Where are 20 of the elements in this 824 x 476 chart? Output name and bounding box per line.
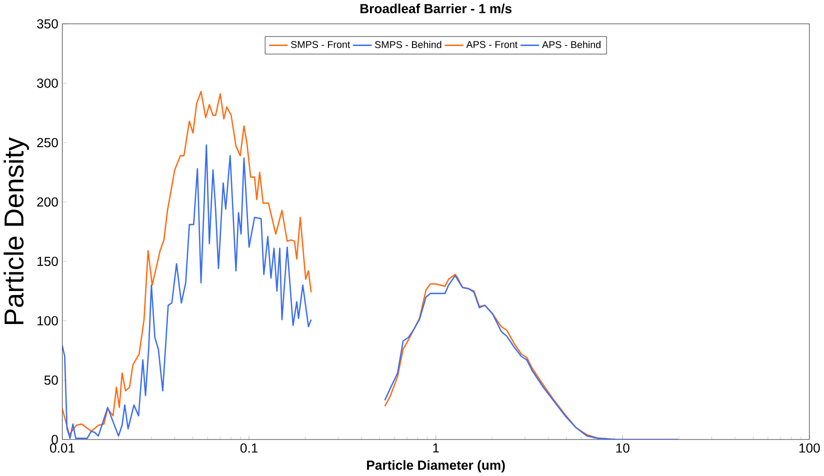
x-axis-title: Particle Diameter (um)	[367, 460, 505, 472]
x-tick-label: 100	[799, 443, 820, 453]
x-tick-label: 0.01	[50, 443, 74, 453]
y-tick-label: 150	[38, 256, 58, 266]
y-tick-label: 50	[44, 375, 58, 385]
legend-label: APS - Behind	[542, 40, 600, 48]
legend-label: APS - Front	[466, 41, 518, 48]
y-tick-label: 300	[37, 78, 58, 88]
legend-label: SMPS - Behind	[374, 40, 442, 48]
y-axis-title: Particle Density	[4, 137, 30, 324]
y-tick-label: 200	[37, 197, 58, 207]
y-tick-label: 350	[37, 19, 58, 28]
x-tick-label: 1	[433, 443, 439, 452]
x-tick-label: 0.1	[240, 443, 258, 453]
y-tick-label: 250	[37, 138, 58, 148]
chart-title: Broadleaf Barrier - 1 m/s	[360, 4, 512, 14]
legend-label: SMPS - Front	[291, 41, 350, 48]
x-tick-label: 10	[616, 443, 630, 453]
y-tick-label: 0	[52, 434, 58, 444]
y-tick-label: 100	[38, 316, 58, 326]
